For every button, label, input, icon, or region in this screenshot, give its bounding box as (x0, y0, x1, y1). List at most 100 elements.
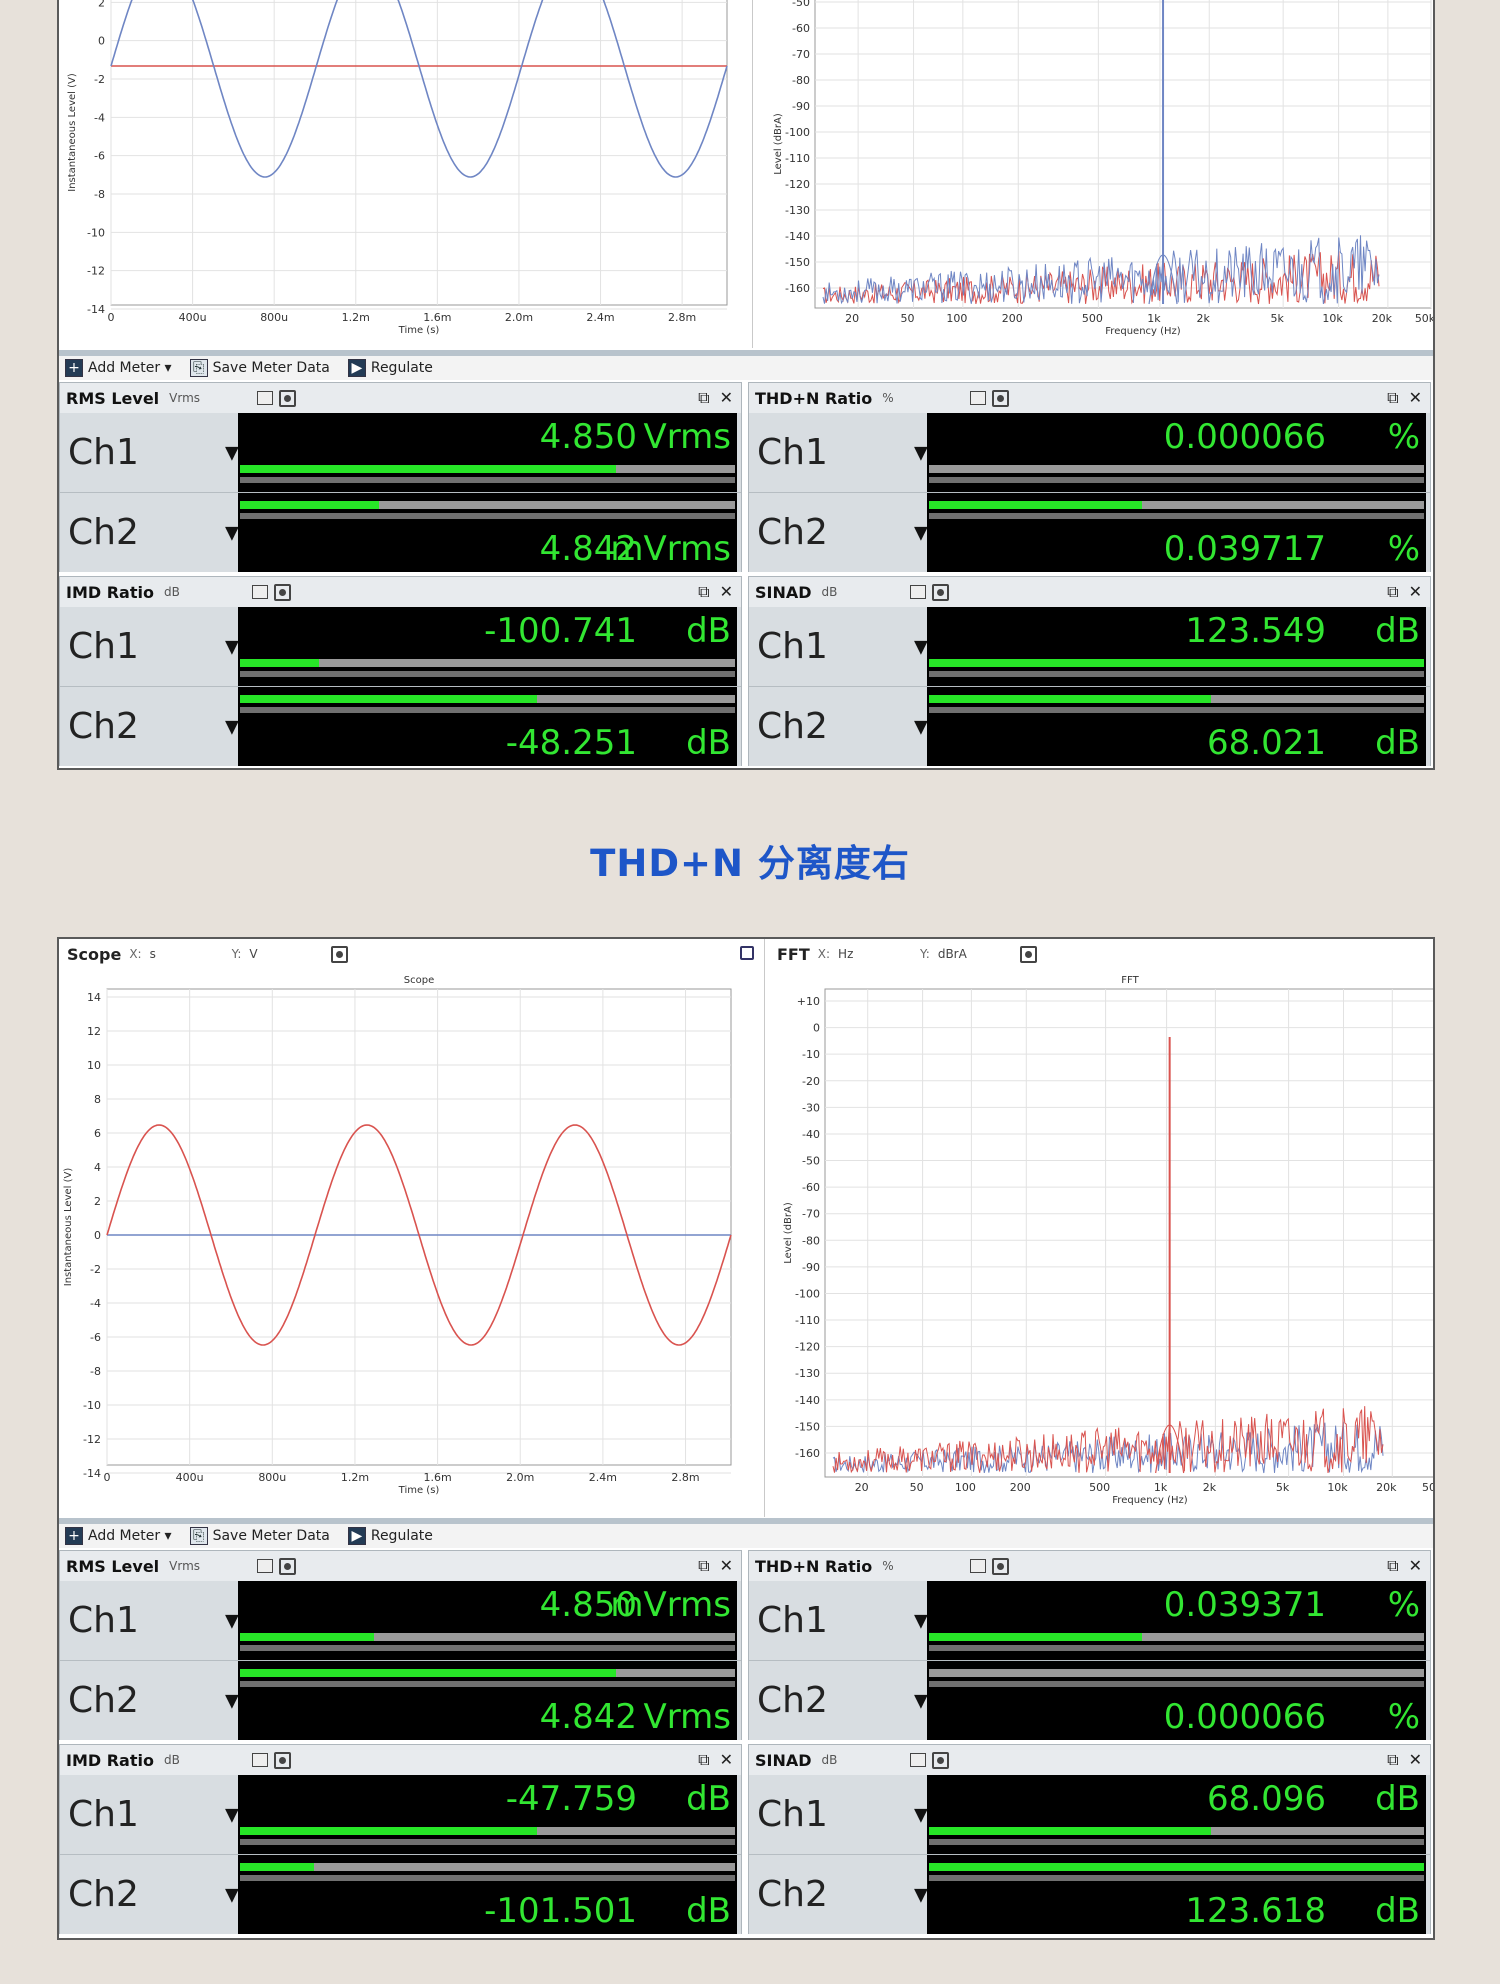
meter-close-icon[interactable]: ✕ (1408, 388, 1422, 407)
meter-close-icon[interactable]: ✕ (719, 1750, 733, 1769)
meter-thd-n-ratio: THD+N Ratio% ⧉ ✕ Ch1 ▼ 0.039371% Ch2 ▼ 0.000066% (748, 1550, 1431, 1740)
scope-y-unit-select[interactable]: V (249, 947, 258, 961)
channel-dropdown-icon[interactable]: ▼ (225, 1610, 239, 1631)
meter-bar-fill (240, 1827, 537, 1835)
meter-close-icon[interactable]: ✕ (719, 388, 733, 407)
bottom-scope-graph[interactable]: Scope X: s Y: V Scope 14 12 10 8 6 4 2 0 -2 -4 -6 -8… (59, 939, 765, 1517)
regulate-button[interactable]: ▶ Regulate (347, 359, 433, 377)
channel-dropdown-icon[interactable]: ▼ (225, 716, 239, 737)
scope-x-unit-select[interactable]: s (149, 947, 156, 961)
meter-popout-icon[interactable]: ⧉ (698, 388, 710, 407)
fft-x-tick: 50 (1422, 1481, 1435, 1494)
channel-dropdown-icon[interactable]: ▼ (225, 1690, 239, 1711)
meter-format-icon[interactable] (970, 1559, 987, 1573)
channel-dropdown-icon[interactable]: ▼ (225, 1804, 239, 1825)
add-meter-button[interactable]: + Add Meter ▾ (65, 359, 172, 377)
channel-dropdown-icon[interactable]: ▼ (914, 1690, 928, 1711)
scope-settings-icon[interactable] (331, 945, 349, 963)
channel-dropdown-icon[interactable]: ▼ (914, 1884, 928, 1905)
meter-settings-icon[interactable] (992, 389, 1010, 407)
meter-unit-select[interactable]: Vrms (169, 1559, 201, 1573)
meter-unit: dB (1375, 723, 1420, 763)
meter-settings-icon[interactable] (931, 583, 949, 601)
fft-x-axis-label: Frequency (Hz) (1112, 1495, 1188, 1506)
meter-popout-icon[interactable]: ⧉ (1387, 1750, 1399, 1769)
meter-format-icon[interactable] (251, 585, 268, 599)
scope-x-tick: 1.6m (423, 1471, 451, 1484)
meter-settings-icon[interactable] (992, 1557, 1010, 1575)
meter-popout-icon[interactable]: ⧉ (698, 1750, 710, 1769)
channel-dropdown-icon[interactable]: ▼ (914, 716, 928, 737)
meter-display: 68.021 dB (927, 687, 1426, 766)
meter-popout-icon[interactable]: ⧉ (1387, 388, 1399, 407)
meter-format-icon[interactable] (909, 1753, 926, 1767)
meter-popout-icon[interactable]: ⧉ (698, 582, 710, 601)
scope-y-tick: 4 (94, 1161, 101, 1174)
meter-settings-icon[interactable] (273, 583, 291, 601)
meter-close-icon[interactable]: ✕ (1408, 582, 1422, 601)
meter-popout-icon[interactable]: ⧉ (698, 1556, 710, 1575)
meter-bar (929, 695, 1424, 703)
meter-settings-icon[interactable] (931, 1751, 949, 1769)
meter-bar-secondary (240, 477, 735, 483)
meter-unit-select[interactable]: dB (821, 1753, 838, 1767)
meter-unit-select[interactable]: dB (821, 585, 838, 599)
top-fft-graph[interactable]: -50 -60 -70 -80 -90 -100 -110 -120 -130 -140 -150 -… (757, 0, 1433, 348)
scope-x-tick: 1.2m (341, 1471, 369, 1484)
fft-y-tick: -150 (785, 256, 810, 269)
meter-close-icon[interactable]: ✕ (719, 1556, 733, 1575)
meter-display: -100.741 dB (238, 607, 737, 686)
scope-popout-icon[interactable] (740, 946, 754, 960)
play-icon: ▶ (347, 359, 366, 377)
add-meter-button[interactable]: + Add Meter ▾ (65, 1527, 172, 1545)
fft-x-unit-select[interactable]: Hz (838, 947, 854, 961)
meter-format-icon[interactable] (909, 585, 926, 599)
scope-x-label: X: (129, 947, 142, 961)
meter-title: THD+N Ratio (755, 388, 873, 408)
meter-bar-secondary (929, 707, 1424, 713)
meter-format-icon[interactable] (257, 391, 274, 405)
meter-format-icon[interactable] (970, 391, 987, 405)
channel-dropdown-icon[interactable]: ▼ (914, 1610, 928, 1631)
save-meter-data-button[interactable]: ⎘ Save Meter Data (189, 1527, 330, 1545)
meter-unit-select[interactable]: % (882, 391, 894, 405)
meter-unit-select[interactable]: dB (163, 585, 180, 599)
channel-dropdown-icon[interactable]: ▼ (225, 636, 239, 657)
channel-dropdown-icon[interactable]: ▼ (914, 442, 928, 463)
scope-y-tick: -14 (87, 303, 105, 316)
regulate-button[interactable]: ▶ Regulate (347, 1527, 433, 1545)
top-scope-graph[interactable]: 420-2-4-6-8-10-12-140400u800u1.2m1.6m2.0… (59, 0, 753, 348)
meter-settings-icon[interactable] (279, 389, 297, 407)
channel-dropdown-icon[interactable]: ▼ (914, 636, 928, 657)
meter-settings-icon[interactable] (279, 1557, 297, 1575)
meter-close-icon[interactable]: ✕ (1408, 1750, 1422, 1769)
meter-format-icon[interactable] (251, 1753, 268, 1767)
play-icon: ▶ (347, 1527, 366, 1545)
meter-row-ch1: Ch1 ▼ -100.741 dB (60, 607, 741, 686)
bottom-fft-graph[interactable]: FFT X: Hz Y: dBrA FFT +10 0 -10 -20 -30 -40 -50… (769, 939, 1435, 1517)
meter-close-icon[interactable]: ✕ (1408, 1556, 1422, 1575)
fft-y-tick: -90 (792, 100, 810, 113)
channel-dropdown-icon[interactable]: ▼ (225, 442, 239, 463)
meter-close-icon[interactable]: ✕ (719, 582, 733, 601)
meter-format-icon[interactable] (257, 1559, 274, 1573)
channel-dropdown-icon[interactable]: ▼ (225, 1884, 239, 1905)
scope-x-tick: 0 (108, 311, 115, 324)
meter-unit-select[interactable]: Vrms (169, 391, 201, 405)
fft-y-unit-select[interactable]: dBrA (937, 947, 967, 961)
meter-unit-select[interactable]: dB (163, 1753, 180, 1767)
meter-settings-icon[interactable] (273, 1751, 291, 1769)
channel-dropdown-icon[interactable]: ▼ (914, 1804, 928, 1825)
scope-y-tick: -10 (83, 1399, 101, 1412)
meter-header: THD+N Ratio% ⧉ ✕ (749, 1551, 1430, 1581)
channel-dropdown-icon[interactable]: ▼ (914, 522, 928, 543)
meter-unit-select[interactable]: % (882, 1559, 894, 1573)
meter-header: RMS Level Vrms ⧉ ✕ (60, 1551, 741, 1581)
fft-x-tick: 20k (1376, 1481, 1397, 1494)
save-meter-data-button[interactable]: ⎘ Save Meter Data (189, 359, 330, 377)
fft-settings-icon[interactable] (1019, 945, 1037, 963)
channel-dropdown-icon[interactable]: ▼ (225, 522, 239, 543)
meter-popout-icon[interactable]: ⧉ (1387, 1556, 1399, 1575)
save-icon: ⎘ (189, 359, 208, 377)
meter-popout-icon[interactable]: ⧉ (1387, 582, 1399, 601)
